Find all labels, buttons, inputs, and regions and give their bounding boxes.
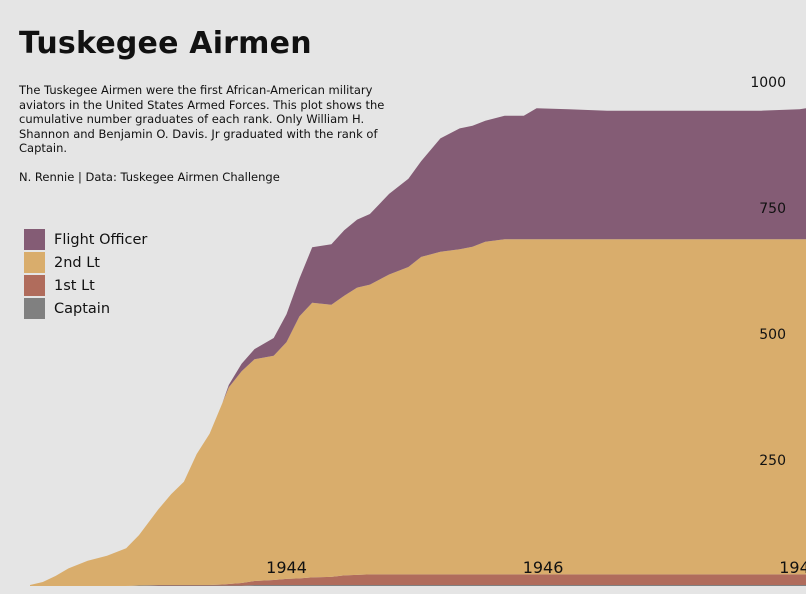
- chart-description: The Tuskegee Airmen were the first Afric…: [19, 83, 385, 155]
- legend-label-1st-lt: 1st Lt: [54, 277, 95, 294]
- legend-item-2nd-lt: 2nd Lt: [24, 251, 147, 274]
- chart-credit: N. Rennie | Data: Tuskegee Airmen Challe…: [19, 170, 280, 184]
- legend-item-flight-officer: Flight Officer: [24, 228, 147, 251]
- y-tick-label: 750: [759, 201, 786, 217]
- area-captain: [30, 585, 806, 586]
- legend-label-2nd-lt: 2nd Lt: [54, 254, 100, 271]
- legend-swatch-1st-lt: [24, 275, 45, 296]
- chart-legend: Flight Officer 2nd Lt 1st Lt Captain: [24, 228, 147, 320]
- legend-swatch-flight-officer: [24, 229, 45, 250]
- legend-label-flight-officer: Flight Officer: [54, 231, 148, 248]
- y-tick-label: 1000: [750, 75, 786, 91]
- area-flight-officer: [30, 108, 806, 585]
- area-2nd-lt: [30, 239, 806, 586]
- legend-swatch-captain: [24, 298, 45, 319]
- legend-item-1st-lt: 1st Lt: [24, 274, 147, 297]
- x-tick-label: 1946: [523, 558, 564, 577]
- y-tick-label: 250: [759, 453, 786, 469]
- x-tick-label: 1944: [266, 558, 307, 577]
- chart-title: Tuskegee Airmen: [19, 26, 312, 61]
- area-1st-lt: [30, 574, 806, 586]
- x-tick-label: 1948: [779, 558, 806, 577]
- y-tick-label: 500: [759, 327, 786, 343]
- legend-swatch-2nd-lt: [24, 252, 45, 273]
- legend-label-captain: Captain: [54, 300, 111, 317]
- legend-item-captain: Captain: [24, 297, 147, 320]
